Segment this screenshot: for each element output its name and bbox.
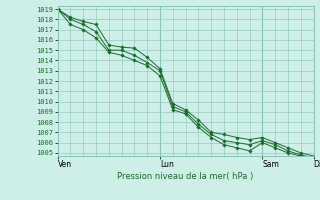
X-axis label: Pression niveau de la mer( hPa ): Pression niveau de la mer( hPa ) bbox=[117, 172, 254, 181]
